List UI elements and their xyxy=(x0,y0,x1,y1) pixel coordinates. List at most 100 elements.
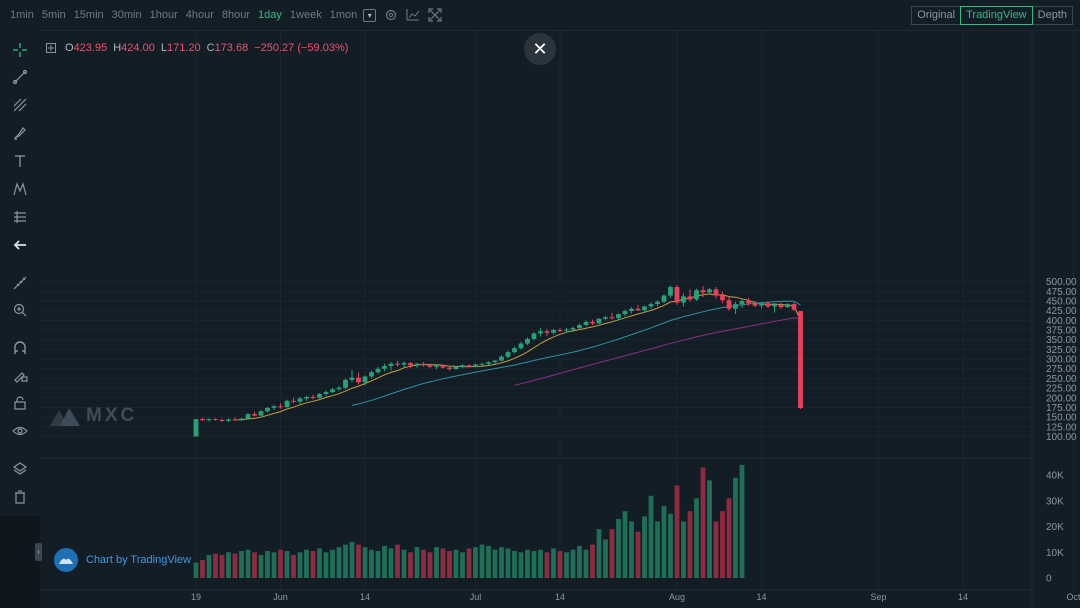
text-icon xyxy=(15,155,25,167)
volume-bar xyxy=(642,516,647,578)
compare-icon xyxy=(406,9,420,21)
candle-body xyxy=(401,362,407,365)
interval-1day[interactable]: 1day xyxy=(258,9,282,21)
interval-1mon[interactable]: 1mon xyxy=(329,9,358,21)
interval-dropdown-button[interactable]: ▾ xyxy=(363,8,377,22)
candle xyxy=(752,300,758,308)
volume-bar xyxy=(291,554,296,578)
ruler-tool[interactable] xyxy=(10,273,30,293)
view-tab-depth[interactable]: Depth xyxy=(1031,6,1073,25)
price-tick-label: 425.00 xyxy=(1046,306,1077,317)
candle xyxy=(564,328,569,333)
lock-drawing-tool[interactable] xyxy=(10,365,30,385)
fullscreen-button[interactable] xyxy=(428,8,442,22)
candle-body xyxy=(551,330,556,333)
zoom-in-tool[interactable] xyxy=(10,300,30,320)
volume-bar xyxy=(681,521,686,578)
volume-bar xyxy=(713,521,719,578)
volume-bar xyxy=(687,511,693,578)
volume-bar xyxy=(213,553,218,578)
pitchfork-tool[interactable] xyxy=(10,95,30,115)
candle-body xyxy=(427,365,433,367)
volume-bar xyxy=(414,547,420,578)
delete-tool[interactable] xyxy=(10,487,30,507)
volume-bar xyxy=(453,549,459,578)
settings-button[interactable] xyxy=(384,8,398,22)
back-arrow-icon xyxy=(13,240,26,250)
interval-5min[interactable]: 5min xyxy=(41,9,66,21)
lock-drawing-icon xyxy=(14,372,28,383)
candle xyxy=(609,312,615,320)
price-chart[interactable]: 100.00125.00150.00175.00200.00225.00250.… xyxy=(40,30,1080,608)
time-tick-label: Jun xyxy=(273,592,288,602)
layers-tool[interactable] xyxy=(10,459,30,479)
candle-body xyxy=(707,289,712,293)
candle xyxy=(746,297,751,306)
visibility-tool[interactable] xyxy=(10,421,30,441)
candle xyxy=(213,418,218,421)
volume-bar xyxy=(538,549,543,578)
candle-body xyxy=(668,287,673,296)
view-tab-tradingview[interactable]: TradingView xyxy=(960,6,1033,25)
volume-bar xyxy=(648,495,654,578)
magnet-tool[interactable] xyxy=(10,338,30,358)
candle xyxy=(206,418,212,422)
candle xyxy=(310,394,316,400)
volume-bar xyxy=(505,548,511,578)
collapse-toolbar-button[interactable]: ‹ xyxy=(35,543,42,561)
close-button[interactable]: ✕ xyxy=(524,33,556,65)
candle-body xyxy=(629,308,634,312)
brush-tool[interactable] xyxy=(10,123,30,143)
tradingview-badge[interactable]: Chart by TradingView xyxy=(54,548,191,572)
pitchfork-icon xyxy=(13,98,27,112)
lock-tool[interactable] xyxy=(10,393,30,413)
candle xyxy=(603,315,608,321)
interval-1week[interactable]: 1week xyxy=(289,9,322,21)
price-tick-label: 200.00 xyxy=(1046,393,1077,404)
volume-bar xyxy=(343,544,348,578)
candle-body xyxy=(226,419,231,422)
candle-body xyxy=(570,328,576,330)
crosshair-tool[interactable] xyxy=(10,40,30,60)
candle xyxy=(421,362,426,367)
interval-30min[interactable]: 30min xyxy=(111,9,142,21)
pattern-tool[interactable] xyxy=(10,179,30,199)
interval-1min[interactable]: 1min xyxy=(10,9,34,21)
candle-body xyxy=(752,303,758,306)
volume-bar xyxy=(460,552,465,578)
volume-bar xyxy=(356,544,361,578)
fib-tool[interactable] xyxy=(10,207,30,227)
volume-bar xyxy=(726,498,732,578)
candle-body xyxy=(434,365,439,367)
back-tool[interactable] xyxy=(10,235,30,255)
candle-body xyxy=(596,318,602,324)
candle-body xyxy=(772,304,777,307)
volume-bar xyxy=(590,544,595,578)
interval-1hour[interactable]: 1hour xyxy=(149,9,178,21)
candle-body xyxy=(739,300,745,305)
ma-25-line xyxy=(351,300,801,406)
interval-8hour[interactable]: 8hour xyxy=(221,9,251,21)
candle-body xyxy=(284,400,290,408)
volume-bar xyxy=(408,552,413,578)
interval-4hour[interactable]: 4hour xyxy=(185,9,214,21)
ohlc-legend: O 423.95 H 424.00 L 171.20 C 173.68 −250.27 … xyxy=(46,42,354,54)
candle xyxy=(700,286,706,298)
candle xyxy=(349,369,355,383)
candle xyxy=(252,411,257,417)
candle-body xyxy=(694,290,699,300)
candle xyxy=(427,363,433,369)
view-tab-original[interactable]: Original xyxy=(911,6,962,25)
compare-button[interactable] xyxy=(406,8,420,22)
text-tool[interactable] xyxy=(10,151,30,171)
interval-15min[interactable]: 15min xyxy=(73,9,104,21)
volume-bar xyxy=(674,485,680,578)
volume-bar xyxy=(499,547,504,578)
volume-bar xyxy=(252,552,257,578)
eye-icon xyxy=(12,426,28,436)
plus-square-icon[interactable] xyxy=(46,43,56,53)
candle-body xyxy=(746,300,751,304)
trend-line-tool[interactable] xyxy=(10,67,30,87)
candle-body xyxy=(713,289,719,296)
candle-body xyxy=(557,330,563,332)
